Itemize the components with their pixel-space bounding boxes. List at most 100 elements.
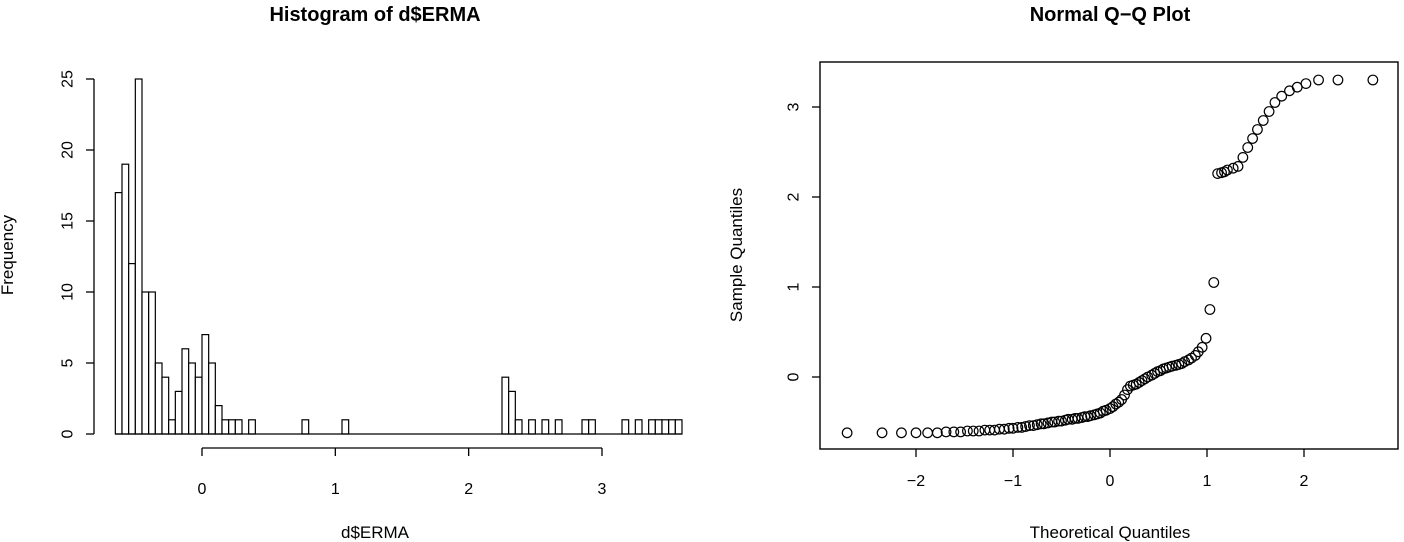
histogram-bar xyxy=(154,362,163,435)
histogram-y-tick-label: 0 xyxy=(60,429,77,438)
qq-point xyxy=(1237,151,1249,163)
qq-point xyxy=(1149,368,1161,379)
qq-point xyxy=(1367,74,1379,86)
histogram-title: Histogram of d$ERMA xyxy=(269,4,480,26)
qq-point xyxy=(1232,160,1244,172)
qq-point xyxy=(1200,332,1212,344)
histogram-bar xyxy=(248,419,256,435)
histogram-bar xyxy=(168,419,176,435)
qq-point xyxy=(1242,142,1254,153)
qq-point xyxy=(1300,78,1312,89)
qq-point xyxy=(998,423,1010,435)
histogram-bar xyxy=(161,376,170,435)
qq-point xyxy=(1313,74,1324,86)
qq-point xyxy=(1208,277,1220,288)
histogram-bar xyxy=(661,419,670,435)
histogram-bar xyxy=(128,263,136,435)
histogram-bar xyxy=(234,419,243,435)
histogram-bar xyxy=(634,419,643,435)
qq-point xyxy=(1332,74,1344,86)
qq-point xyxy=(1016,422,1028,433)
qq-point xyxy=(1196,341,1208,353)
qq-point xyxy=(841,427,853,439)
qq-point xyxy=(1257,115,1269,126)
histogram-y-tick-label: 5 xyxy=(60,358,77,367)
qq-point xyxy=(940,426,952,438)
histogram-bar xyxy=(121,163,130,435)
histogram-bar xyxy=(201,334,210,435)
qq-y-axis: 0 1 2 3 xyxy=(786,102,820,381)
qq-point xyxy=(1024,420,1035,432)
qq-point xyxy=(1166,360,1178,372)
qq-point xyxy=(1012,422,1024,433)
qq-point xyxy=(1146,369,1158,381)
qq-point xyxy=(1003,422,1015,434)
histogram-y-axis-label: Frequency xyxy=(0,214,17,295)
qq-y-tick-label: 2 xyxy=(786,192,803,201)
histogram-x-axis: 0 1 2 3 xyxy=(198,447,607,498)
qq-x-tick-label: 1 xyxy=(1203,473,1212,490)
qq-point xyxy=(1269,97,1281,108)
qq-panel: Normal Q−Q Plot Theoretical Quantiles Sa… xyxy=(727,4,1399,542)
qq-point xyxy=(1042,417,1054,429)
qq-point xyxy=(1276,90,1288,102)
qq-point xyxy=(1130,378,1142,390)
histogram-bar xyxy=(648,419,656,435)
histogram-x-tick-label: 3 xyxy=(598,481,607,498)
histogram-bar xyxy=(668,419,676,435)
qq-point xyxy=(973,425,985,437)
qq-x-axis-label: Theoretical Quantiles xyxy=(1030,523,1191,542)
qq-point xyxy=(1247,133,1258,144)
qq-point xyxy=(1119,389,1130,401)
histogram-bar xyxy=(134,78,143,435)
qq-point xyxy=(1227,162,1239,174)
qq-point xyxy=(896,427,907,439)
histogram-bar xyxy=(174,390,183,435)
qq-point xyxy=(1113,396,1125,408)
qq-point xyxy=(1007,422,1019,434)
histogram-bar xyxy=(621,419,630,435)
histogram-bar xyxy=(674,419,683,435)
qq-x-tick-label: −1 xyxy=(1004,473,1022,490)
qq-point xyxy=(1139,373,1151,385)
histogram-bars xyxy=(114,78,683,435)
qq-point xyxy=(1133,377,1145,388)
qq-x-tick-label: 2 xyxy=(1300,473,1309,490)
qq-title: Normal Q−Q Plot xyxy=(1030,4,1191,26)
histogram-bar xyxy=(141,291,150,435)
histogram-bar xyxy=(654,419,663,435)
histogram-bar xyxy=(554,419,563,435)
histogram-bar xyxy=(114,192,123,435)
qq-point xyxy=(1204,304,1216,315)
qq-point xyxy=(962,425,973,437)
histogram-x-tick-label: 1 xyxy=(331,481,340,498)
qq-plot-frame xyxy=(819,61,1399,450)
qq-point xyxy=(1038,418,1050,430)
histogram-bar xyxy=(588,419,596,435)
histogram-bar xyxy=(221,419,230,435)
histogram-bar xyxy=(528,419,536,435)
qq-point xyxy=(1027,420,1039,432)
histogram-x-tick-label: 2 xyxy=(464,481,473,498)
qq-x-tick-label: −2 xyxy=(907,473,925,490)
histogram-y-tick-label: 25 xyxy=(60,70,77,88)
qq-point xyxy=(967,425,979,437)
histogram-bar xyxy=(301,419,310,435)
histogram-bar xyxy=(148,291,156,435)
qq-point xyxy=(1212,168,1224,180)
histogram-bar xyxy=(508,390,516,435)
histogram-bar xyxy=(581,419,590,435)
qq-point xyxy=(1085,410,1096,422)
histogram-bar xyxy=(194,376,203,435)
histogram-bar xyxy=(208,362,216,435)
qq-point xyxy=(948,426,960,438)
qq-x-tick-label: 0 xyxy=(1106,473,1115,490)
histogram-bar xyxy=(514,419,523,435)
histogram-x-axis-label: d$ERMA xyxy=(341,523,410,542)
qq-point xyxy=(1031,419,1043,431)
qq-point xyxy=(876,427,888,439)
histogram-y-tick-label: 20 xyxy=(60,141,77,159)
histogram-bar xyxy=(188,362,196,435)
histogram-bar xyxy=(541,419,550,435)
